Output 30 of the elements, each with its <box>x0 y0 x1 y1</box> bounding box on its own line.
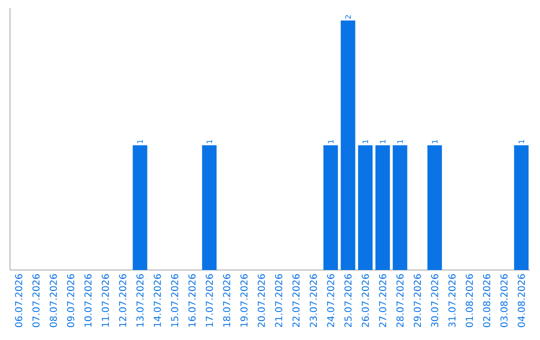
x-tick-label: 26.07.2026 <box>362 274 369 328</box>
x-tick-label: 17.07.2026 <box>206 274 213 327</box>
x-tick-label: 16.07.2026 <box>188 274 196 327</box>
x-tick-label: 15.07.2026 <box>171 274 178 327</box>
x-tick-label: 20.07.2026 <box>258 274 265 328</box>
x-tick-label: 04.08.2026 <box>518 274 525 328</box>
x-tick-label: 12.07.2026 <box>119 274 126 327</box>
x-tick-label: 27.07.2026 <box>379 274 386 328</box>
x-tick-label: 13.07.2026 <box>136 274 144 327</box>
x-tick-label: 24.07.2026 <box>327 274 334 328</box>
x-tick-label: 28.07.2026 <box>396 274 404 328</box>
x-tick-label: 01.08.2026 <box>466 274 473 328</box>
x-tick-label: 22.07.2026 <box>292 274 300 328</box>
x-tick-label: 19.07.2026 <box>240 274 248 327</box>
x-tick-label: 03.08.2026 <box>500 274 508 328</box>
x-tick-label: 06.07.2026 <box>15 274 22 328</box>
x-tick-label: 25.07.2026 <box>344 274 352 328</box>
x-tick-label: 09.07.2026 <box>67 274 74 328</box>
x-tick-label: 23.07.2026 <box>310 274 317 328</box>
x-tick-label: 02.08.2026 <box>483 274 490 328</box>
x-tick-label: 10.07.2026 <box>84 274 92 327</box>
x-tick-label: 07.07.2026 <box>32 274 40 328</box>
x-tick-label: 29.07.2026 <box>414 274 421 328</box>
x-tick-label: 18.07.2026 <box>223 274 230 327</box>
x-tick-label: 21.07.2026 <box>275 274 282 328</box>
x-tick-label: 08.07.2026 <box>50 274 57 328</box>
x-tick-label: 30.07.2026 <box>431 274 438 327</box>
x-tick-label: 31.07.2026 <box>448 274 456 327</box>
x-tick-label: 11.07.2026 <box>102 274 109 327</box>
x-tick-label: 14.07.2026 <box>154 274 161 327</box>
